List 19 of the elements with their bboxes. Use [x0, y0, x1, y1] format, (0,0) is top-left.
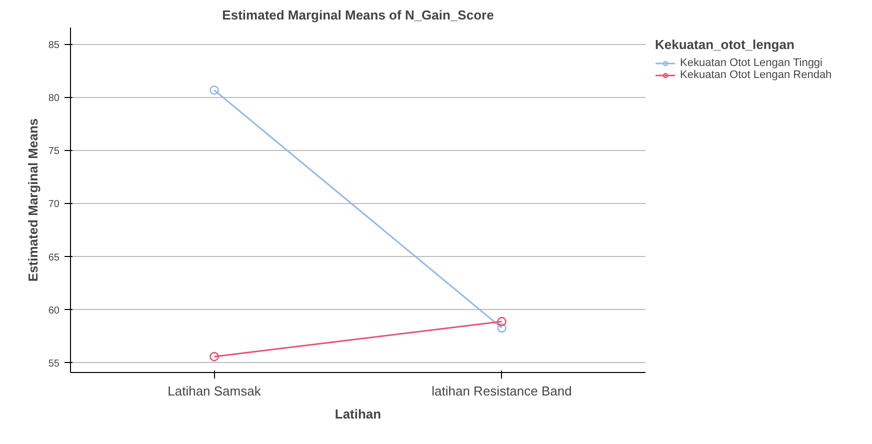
- point: [497, 316, 506, 326]
- y-tick-label: 75: [48, 146, 60, 158]
- y-tick-label: 55: [48, 358, 60, 370]
- x-tick-label: latihan Resistance Band: [432, 384, 572, 398]
- y-axis-title: Estimated Marginal Means: [25, 118, 40, 282]
- y-tick-label: 80: [48, 93, 60, 104]
- point: [210, 85, 219, 95]
- y-tick-label: 60: [48, 305, 60, 316]
- point: [497, 323, 506, 333]
- legend-title: Kekuatan_otot_lengan: [655, 37, 796, 52]
- y-tick-label: 70: [48, 199, 60, 210]
- x-axis-title: Latihan: [334, 406, 382, 422]
- legend-label: Kekuatan Otot Lengan Tinggi: [680, 57, 822, 69]
- x-tick-label: Latihan Samsak: [168, 384, 262, 398]
- point: [210, 352, 219, 362]
- legend-label: Kekuatan Otot Lengan Rendah: [680, 69, 832, 81]
- y-tick-label: 65: [48, 252, 60, 264]
- y-tick-label: 85: [48, 40, 60, 51]
- chart-title: Estimated Marginal Means of N_Gain_Score: [222, 8, 494, 22]
